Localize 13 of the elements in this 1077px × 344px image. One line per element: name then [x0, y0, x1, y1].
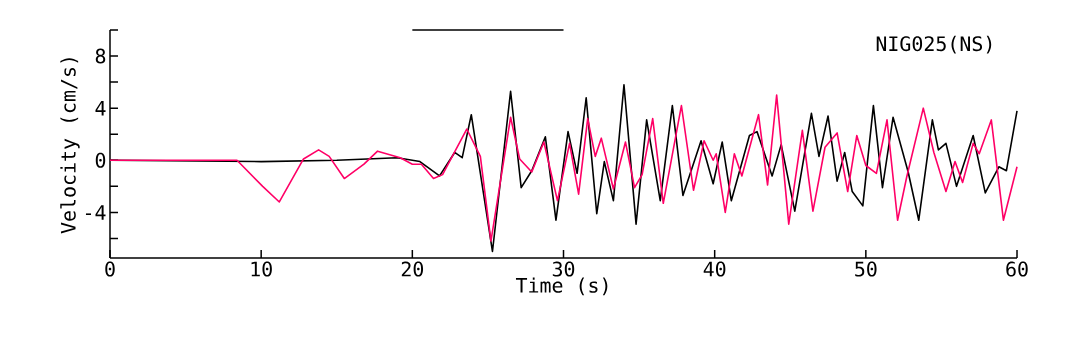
y-tick-label: 0 — [95, 152, 106, 168]
annotation: NIG025(NS) — [876, 35, 992, 54]
y-tick-label: -4 — [85, 205, 106, 220]
x-axis-title: Time (s) — [515, 277, 608, 296]
x-tick-label: 10 — [251, 261, 272, 277]
x-tick-label: 20 — [401, 261, 424, 277]
y-axis-title: Velocity (cm/s) — [60, 58, 80, 234]
y-tick-label: 4 — [95, 100, 106, 116]
y-tick-label: 8 — [95, 48, 106, 64]
x-tick-label: 40 — [703, 261, 726, 277]
x-tick-label: 30 — [552, 261, 575, 277]
x-tick-label: 60 — [1006, 261, 1028, 277]
x-tick-label: 50 — [855, 261, 877, 277]
